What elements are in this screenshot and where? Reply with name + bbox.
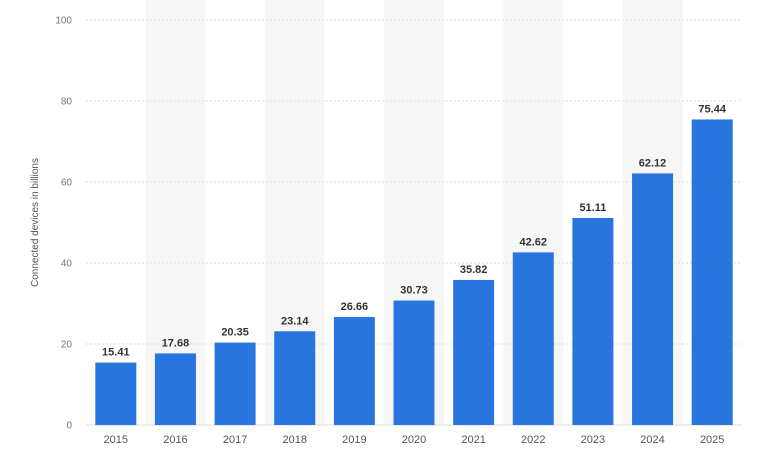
x-tick-label-2015: 2015	[104, 434, 128, 446]
bar-2025	[691, 119, 733, 425]
bar-2021	[453, 279, 495, 425]
x-tick-label-2018: 2018	[282, 434, 306, 446]
x-tick-label-2017: 2017	[223, 434, 247, 446]
x-tick-label-2019: 2019	[342, 434, 366, 446]
bar-2019	[333, 317, 375, 425]
data-labels: 15.41 17.68 20.35 23.14 26.66 30.73 35.82 42.62…	[102, 103, 727, 358]
y-tick-label: 80	[61, 97, 73, 108]
x-tick-label-2022: 2022	[521, 434, 545, 446]
y-tick-label: 20	[61, 340, 73, 351]
bar-2023	[572, 218, 614, 425]
data-label-2020: 30.73	[400, 285, 428, 297]
bar-2022	[512, 252, 554, 425]
data-label-2024: 62.12	[639, 157, 667, 169]
y-tick-label: 0	[66, 421, 72, 432]
x-tick-label-2020: 2020	[402, 434, 426, 446]
data-label-2016: 17.68	[162, 337, 190, 349]
data-label-2018: 23.14	[281, 315, 309, 327]
bar-2018	[274, 331, 316, 425]
y-tick-label: 60	[61, 178, 73, 189]
data-label-2019: 26.66	[341, 301, 369, 313]
bar-2016	[154, 353, 196, 425]
x-tick-label-2021: 2021	[461, 434, 485, 446]
data-label-2015: 15.41	[102, 347, 130, 359]
y-axis-ticks: 0 20 40 60 80 100	[55, 16, 72, 432]
x-tick-label-2025: 2025	[700, 434, 724, 446]
x-tick-label-2016: 2016	[163, 434, 187, 446]
x-tick-label-2024: 2024	[640, 434, 664, 446]
y-tick-label: 40	[61, 259, 73, 270]
bar-2020	[393, 300, 435, 425]
bar-2024	[632, 173, 674, 425]
data-label-2021: 35.82	[460, 264, 488, 276]
data-label-2022: 42.62	[520, 236, 548, 248]
bar-2015	[95, 362, 137, 425]
bars	[95, 119, 733, 425]
y-axis-label: Connected devices in billions	[30, 158, 41, 287]
x-tick-label-2023: 2023	[581, 434, 605, 446]
x-axis-ticks: 2015 2016 2017 2018 2019 2020 2021 2022 2023 2024…	[104, 434, 725, 446]
y-tick-label: 100	[55, 16, 72, 27]
bar-2017	[214, 342, 256, 425]
data-label-2025: 75.44	[698, 103, 726, 115]
data-label-2023: 51.11	[579, 202, 606, 214]
data-label-2017: 20.35	[221, 327, 249, 339]
